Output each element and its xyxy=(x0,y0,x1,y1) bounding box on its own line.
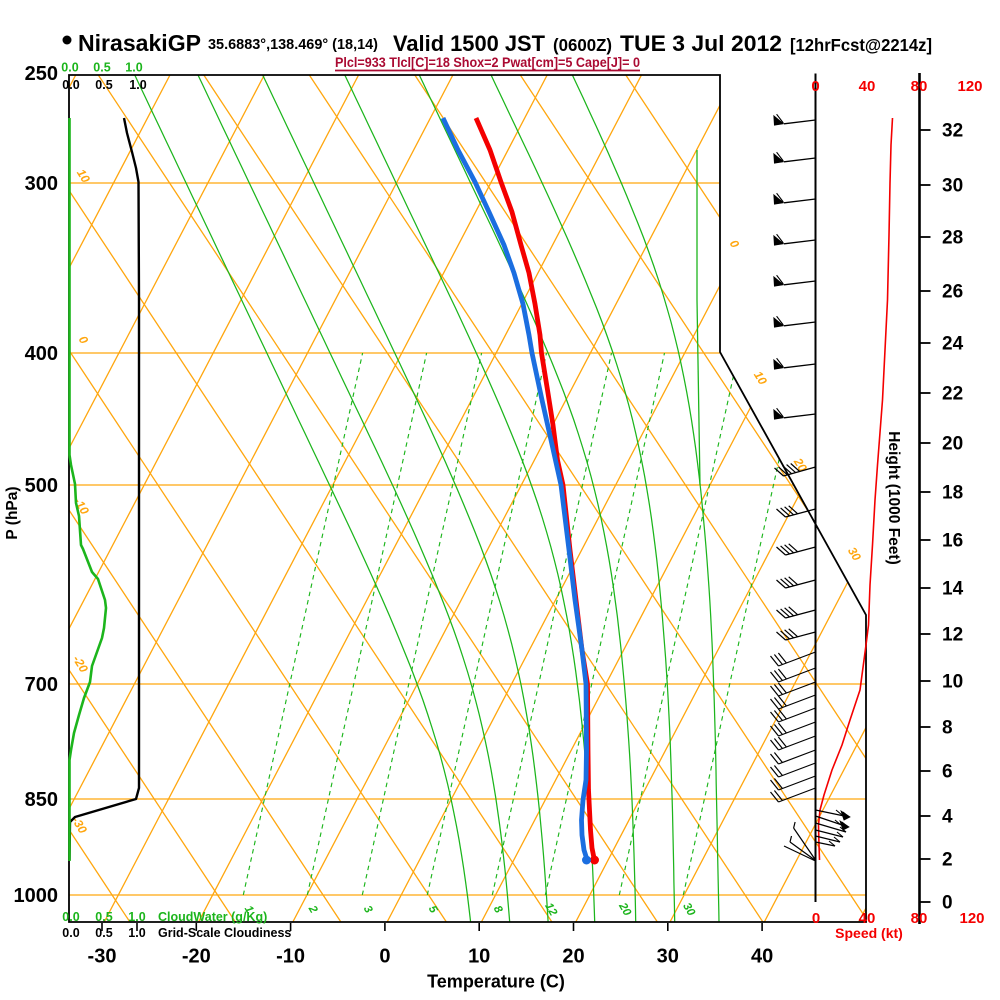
svg-text:1.0: 1.0 xyxy=(128,926,145,940)
svg-text:[12hrFcst@2214z]: [12hrFcst@2214z] xyxy=(790,35,932,55)
svg-text:P (hPa): P (hPa) xyxy=(4,486,21,539)
svg-text:80: 80 xyxy=(911,78,928,95)
svg-text:Grid-Scale Cloudiness: Grid-Scale Cloudiness xyxy=(158,926,291,940)
svg-text:120: 120 xyxy=(957,78,982,95)
svg-text:1.0: 1.0 xyxy=(129,78,146,92)
svg-text:20: 20 xyxy=(942,434,963,455)
svg-text:1.0: 1.0 xyxy=(125,61,142,75)
svg-text:10: 10 xyxy=(942,672,963,693)
svg-text:30: 30 xyxy=(657,946,679,968)
svg-text:12: 12 xyxy=(942,625,963,646)
svg-text:-10: -10 xyxy=(276,946,305,968)
svg-text:850: 850 xyxy=(25,789,58,811)
svg-text:Height (1000 Feet): Height (1000 Feet) xyxy=(885,431,902,565)
svg-text:0.5: 0.5 xyxy=(95,926,112,940)
svg-text:0.0: 0.0 xyxy=(62,926,79,940)
svg-text:Plcl=933 Tlcl[C]=18 Shox=2 Pwa: Plcl=933 Tlcl[C]=18 Shox=2 Pwat[cm]=5 Ca… xyxy=(335,54,640,70)
svg-text:0.5: 0.5 xyxy=(95,910,112,924)
svg-text:0: 0 xyxy=(812,910,820,927)
svg-text:40: 40 xyxy=(859,910,876,927)
svg-text:32: 32 xyxy=(942,121,963,142)
svg-text:18: 18 xyxy=(942,483,963,504)
svg-text:40: 40 xyxy=(751,946,773,968)
svg-text:Valid 1500 JST: Valid 1500 JST xyxy=(393,31,546,56)
svg-text:(0600Z): (0600Z) xyxy=(553,35,612,55)
svg-text:0: 0 xyxy=(379,946,390,968)
svg-text:6: 6 xyxy=(942,762,953,783)
svg-text:2: 2 xyxy=(942,850,953,871)
svg-text:8: 8 xyxy=(942,718,953,739)
svg-text:28: 28 xyxy=(942,228,963,249)
svg-text:20: 20 xyxy=(562,946,584,968)
svg-text:4: 4 xyxy=(942,807,953,828)
svg-text:250: 250 xyxy=(25,63,58,85)
svg-text:CloudWater (g/Kg): CloudWater (g/Kg) xyxy=(158,910,267,924)
svg-text:500: 500 xyxy=(25,475,58,497)
svg-text:120: 120 xyxy=(959,910,984,927)
svg-text:30: 30 xyxy=(942,176,963,197)
svg-text:NirasakiGP: NirasakiGP xyxy=(78,30,201,56)
svg-text:-30: -30 xyxy=(88,946,117,968)
svg-text:700: 700 xyxy=(25,674,58,696)
svg-text:300: 300 xyxy=(25,173,58,195)
svg-text:0.5: 0.5 xyxy=(93,61,110,75)
svg-text:30: 30 xyxy=(680,901,697,919)
svg-text:1.0: 1.0 xyxy=(128,910,145,924)
svg-text:12: 12 xyxy=(542,901,559,919)
svg-text:1000: 1000 xyxy=(14,885,59,907)
svg-text:400: 400 xyxy=(25,343,58,365)
svg-text:0.5: 0.5 xyxy=(95,78,112,92)
svg-text:16: 16 xyxy=(942,531,963,552)
svg-text:35.6883°,138.469° (18,14): 35.6883°,138.469° (18,14) xyxy=(208,36,378,53)
svg-text:24: 24 xyxy=(942,334,964,355)
svg-text:Temperature (C): Temperature (C) xyxy=(427,972,565,992)
svg-text:0: 0 xyxy=(942,893,953,914)
svg-text:Speed (kt): Speed (kt) xyxy=(835,925,903,941)
svg-text:0: 0 xyxy=(811,78,819,95)
svg-text:22: 22 xyxy=(942,384,963,405)
svg-text:0.0: 0.0 xyxy=(61,61,78,75)
svg-text:0.0: 0.0 xyxy=(62,78,79,92)
svg-text:-20: -20 xyxy=(182,946,211,968)
svg-text:TUE 3 Jul 2012: TUE 3 Jul 2012 xyxy=(620,31,782,56)
svg-text:80: 80 xyxy=(911,910,928,927)
svg-text:40: 40 xyxy=(859,78,876,95)
svg-text:14: 14 xyxy=(942,579,964,600)
svg-text:26: 26 xyxy=(942,282,963,303)
svg-text:1: 1 xyxy=(242,904,256,916)
svg-text:0.0: 0.0 xyxy=(62,910,79,924)
svg-text:10: 10 xyxy=(468,946,490,968)
